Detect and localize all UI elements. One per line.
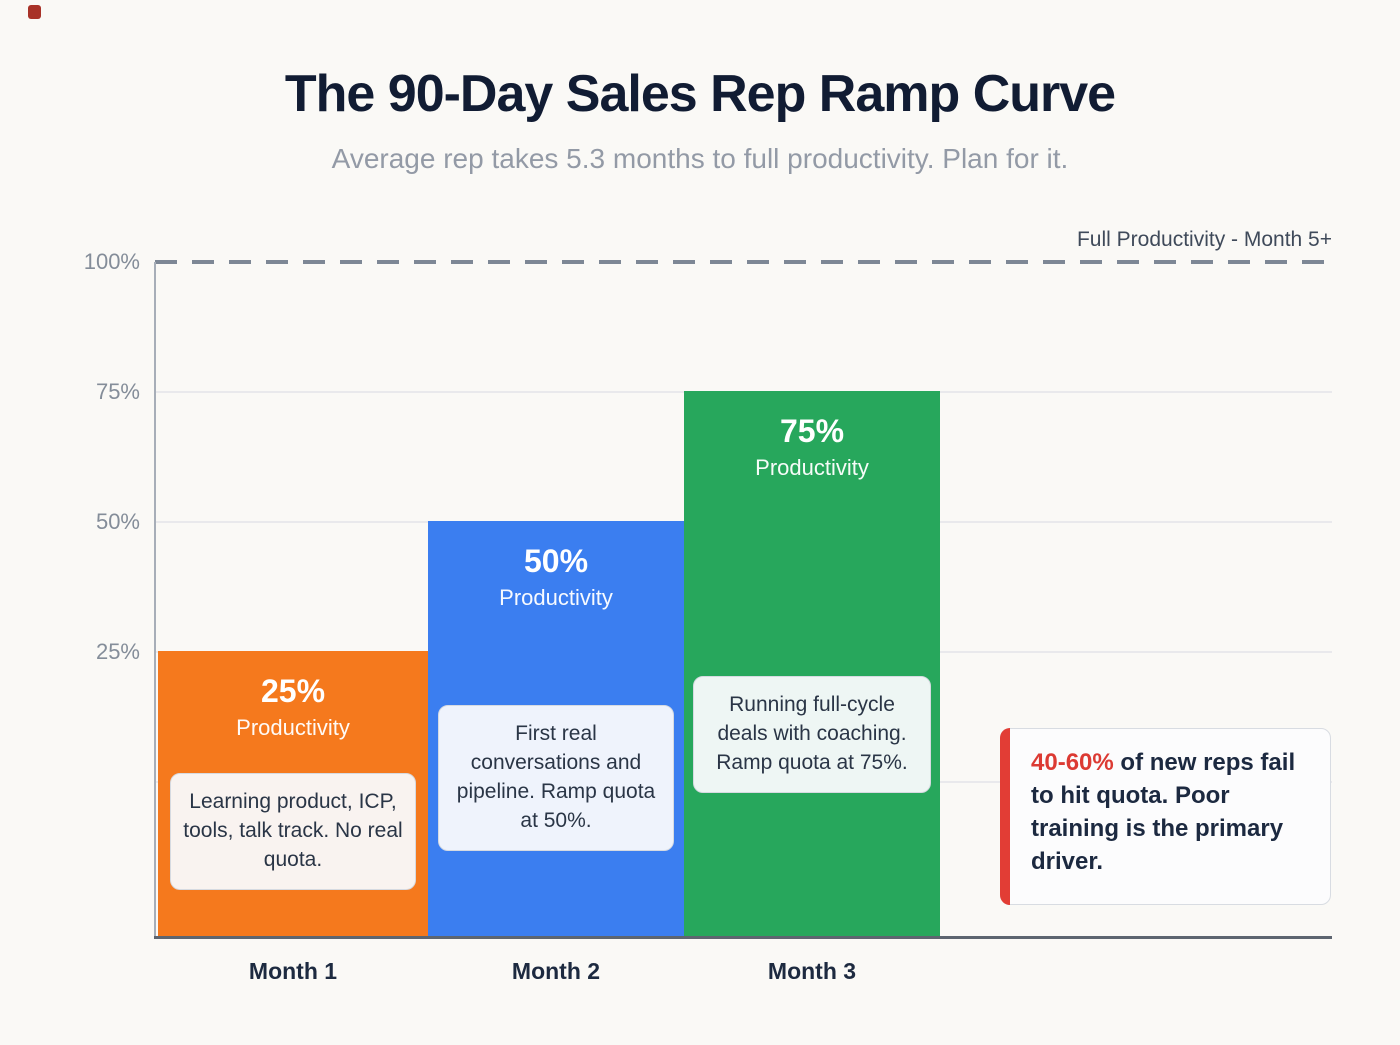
ytick-25: 25% — [95, 639, 140, 664]
bar-value-label: 50% — [523, 543, 589, 579]
ytick-100: 100% — [83, 249, 140, 274]
ytick-50: 50% — [95, 509, 140, 534]
bar-annotation-card: Learning product, ICP, tools, talk track… — [170, 773, 416, 890]
bar-value-label: 75% — [779, 413, 845, 449]
stat-callout-card: 40-60% of new reps fail to hit quota. Po… — [1000, 728, 1331, 905]
bar-series-label: Productivity — [236, 715, 350, 740]
xtick-month-2: Month 2 — [511, 958, 601, 984]
bar-value-label: 25% — [260, 673, 326, 709]
bar-month-2: 50% Productivity First real conversation… — [428, 521, 684, 936]
bar-annotation-card: First real conversations and pipeline. R… — [438, 705, 674, 851]
bar-series-label: Productivity — [755, 455, 869, 480]
x-axis-line — [154, 936, 1332, 939]
callout-text: 40-60% of new reps fail to hit quota. Po… — [1001, 729, 1330, 897]
callout-body-text: of new reps fail to hit quota. Poor trai… — [1031, 749, 1296, 875]
page-title: The 90-Day Sales Rep Ramp Curve — [284, 65, 1116, 123]
bar-annotation-card: Running full-cycle deals with coaching. … — [693, 676, 931, 793]
ytick-75: 75% — [95, 379, 140, 404]
reference-dashed-line — [155, 260, 1332, 264]
bar-series-label: Productivity — [499, 585, 613, 610]
xtick-month-1: Month 1 — [248, 958, 338, 984]
corner-mark — [28, 5, 41, 19]
page-subtitle: Average rep takes 5.3 months to full pro… — [331, 143, 1069, 174]
xtick-month-3: Month 3 — [767, 958, 857, 984]
reference-line-label: Full Productivity - Month 5+ — [1076, 228, 1332, 251]
y-axis-line — [154, 262, 156, 938]
callout-highlight-stat: 40-60% — [1031, 749, 1114, 776]
bar-month-1: 25% Productivity Learning product, ICP, … — [158, 651, 428, 936]
bar-month-3: 75% Productivity Running full-cycle deal… — [684, 391, 940, 936]
callout-accent-bar — [1000, 728, 1010, 905]
